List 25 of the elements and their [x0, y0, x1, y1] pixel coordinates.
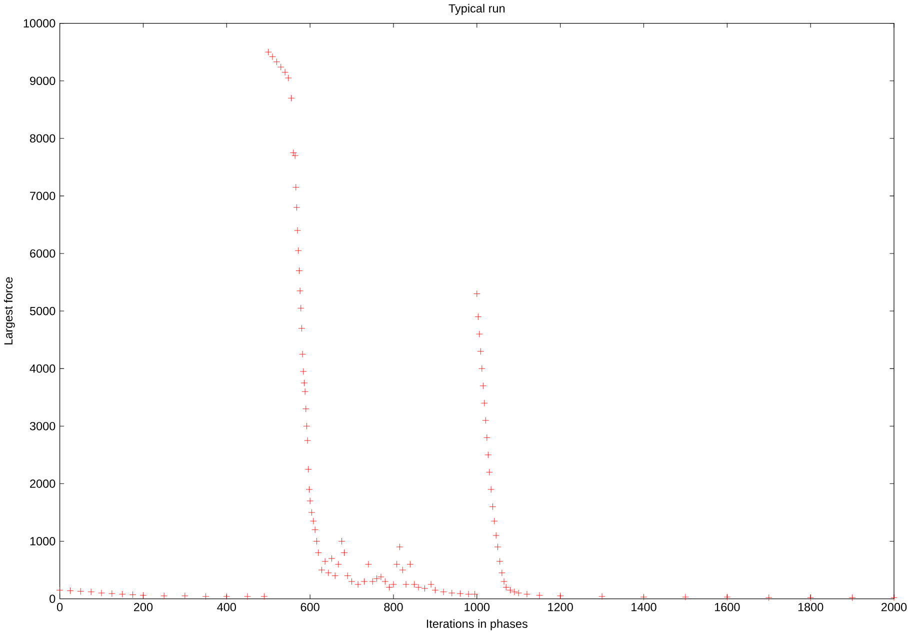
- y-axis-title: Largest force: [4, 277, 15, 344]
- x-tick-label: 400: [217, 602, 236, 612]
- x-tick-label: 1400: [632, 602, 656, 612]
- y-tick-label: 10000: [24, 19, 56, 28]
- x-tick-label: 1800: [798, 602, 824, 612]
- y-tick-label: 9000: [30, 76, 56, 85]
- y-tick-label: 7000: [30, 192, 56, 200]
- y-tick-label: 8000: [30, 134, 56, 142]
- x-tick-label: 200: [134, 602, 153, 612]
- x-tick-label: 2000: [881, 602, 907, 612]
- chart-title: Typical run: [448, 4, 505, 15]
- y-tick-label: 6000: [30, 249, 56, 258]
- x-tick-label: 800: [384, 602, 403, 612]
- y-tick-label: 3000: [30, 422, 56, 430]
- y-tick-label: 0: [50, 594, 56, 603]
- x-tick-label: 1600: [714, 602, 740, 612]
- y-tick-label: 1000: [30, 536, 56, 546]
- y-tick-label: 2000: [30, 479, 56, 488]
- y-tick-label: 4000: [30, 364, 56, 373]
- x-tick-label: 0: [56, 602, 63, 612]
- y-tick-label: 5000: [30, 306, 56, 316]
- x-axis-title: Iterations in phases: [426, 619, 528, 630]
- x-tick-label: 1200: [548, 602, 573, 612]
- x-tick-label: 600: [300, 602, 320, 612]
- x-tick-label: 1000: [464, 602, 490, 612]
